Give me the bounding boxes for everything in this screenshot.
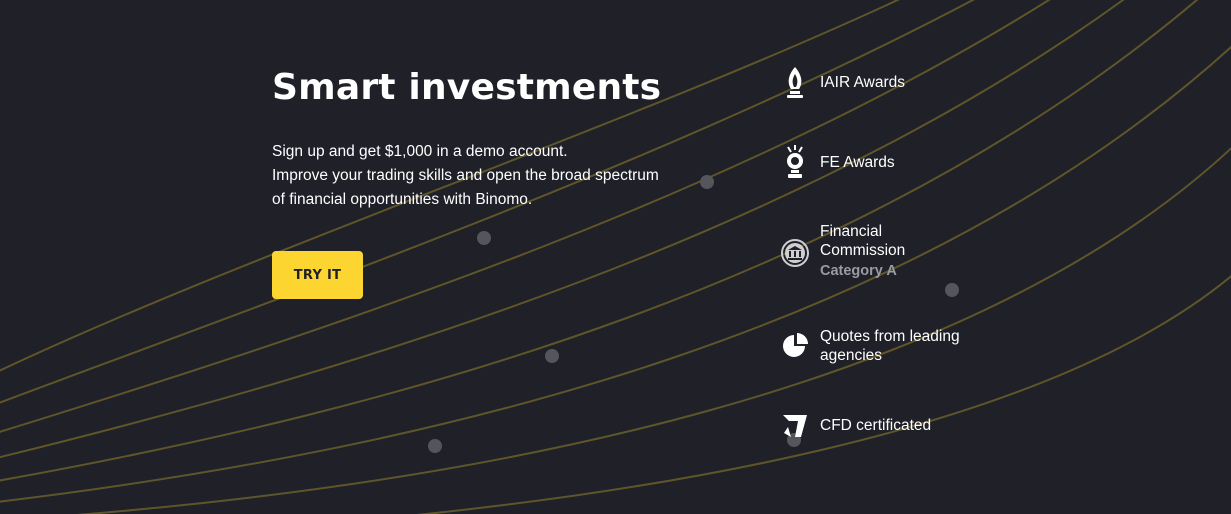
hero-section: Smart investments Sign up and get $1,000… (272, 62, 732, 212)
curve-dot (700, 175, 714, 189)
curve-line (0, 0, 900, 372)
hero-description: Sign up and get $1,000 in a demo account… (272, 140, 732, 212)
badge-label: Commission (820, 242, 906, 259)
hero-description-line: Sign up and get $1,000 in a demo account… (272, 143, 568, 160)
curve-line (0, 0, 1051, 433)
badge-label: FE Awards (820, 153, 895, 171)
badge-label: Financial (820, 223, 883, 240)
cfd-logo-icon (780, 408, 810, 442)
hero-description-line: Improve your trading skills and open the… (272, 167, 659, 184)
badge-label: Quotes from leading (820, 328, 960, 345)
awards-list: IAIR Awards FE Awards (780, 0, 1040, 514)
curve-dot (945, 283, 959, 297)
trophy-flame-icon (780, 65, 810, 99)
badge-iair-awards: IAIR Awards (780, 65, 905, 99)
institution-seal-icon (780, 236, 810, 270)
badge-sublabel: Category A (820, 263, 897, 279)
pie-chart-icon (780, 329, 810, 363)
medal-award-icon (780, 145, 810, 179)
curve-line (0, 0, 1125, 459)
badge-cfd: CFD certificated (780, 408, 931, 442)
curve-dot (477, 231, 491, 245)
curve-dot (428, 439, 442, 453)
badge-label: agencies (820, 347, 883, 364)
badge-label: IAIR Awards (820, 73, 906, 91)
try-it-button[interactable]: TRY IT (272, 251, 363, 299)
badge-fe-awards: FE Awards (780, 145, 895, 179)
curve-line (415, 274, 1231, 514)
badge-financial-commission: Financial Commission Category A (780, 222, 905, 283)
badge-quotes: Quotes from leading agencies (780, 327, 960, 365)
curve-line (75, 146, 1231, 514)
curve-dot (545, 349, 559, 363)
hero-description-line: of financial opportunities with Binomo. (272, 191, 533, 208)
curve-line (0, 45, 1231, 503)
curve-line (0, 0, 975, 404)
badge-label: CFD certificated (820, 416, 932, 434)
curve-line (0, 0, 1199, 482)
hero-title: Smart investments (272, 67, 662, 108)
